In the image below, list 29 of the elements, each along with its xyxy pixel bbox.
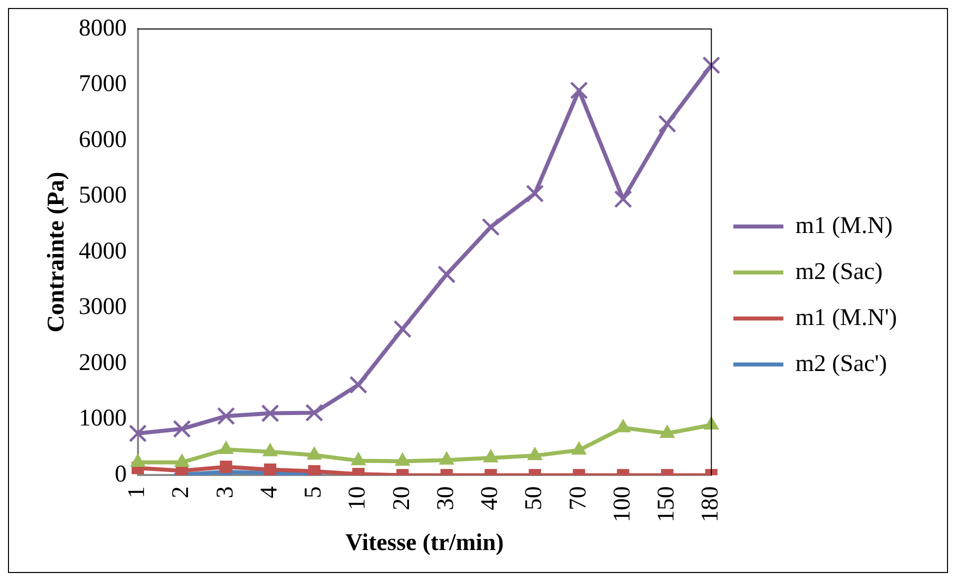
x-tick-label: 3 (212, 486, 238, 498)
y-tick-label: 8000 (78, 15, 127, 42)
x-tick-label: 10 (344, 486, 371, 510)
y-tick-label: 5000 (78, 182, 127, 209)
x-tick-label: 4 (256, 486, 282, 498)
y-tick-label: 6000 (78, 126, 127, 153)
x-tick-label: 1 (124, 486, 150, 498)
x-tick-label: 100 (609, 486, 636, 522)
y-tick-label: 2000 (78, 350, 127, 376)
x-tick-label: 30 (432, 486, 459, 510)
x-axis-title: Vitesse (tr/min) (345, 530, 504, 556)
y-tick-label: 3000 (78, 294, 127, 320)
x-tick-label: 150 (654, 486, 680, 522)
y-tick-label: 0 (114, 461, 127, 488)
legend-label: m1 (M.N) (795, 212, 893, 239)
legend-label: m1 (M.N') (795, 304, 898, 331)
x-tick-label: 5 (300, 486, 327, 498)
x-tick-label: 180 (698, 486, 724, 522)
x-tick-label: 40 (477, 486, 504, 510)
x-tick-label: 20 (388, 486, 415, 510)
x-tick-label: 2 (168, 486, 194, 498)
x-tick-label: 70 (565, 486, 592, 510)
y-tick-label: 7000 (78, 71, 127, 98)
y-tick-label: 1000 (78, 406, 127, 432)
legend-label: m2 (Sac') (795, 350, 887, 377)
y-axis-title: Contrainte (Pa) (44, 172, 70, 332)
legend-label: m2 (Sac) (795, 258, 883, 285)
x-tick-label: 50 (521, 486, 548, 510)
y-tick-label: 4000 (78, 238, 127, 264)
